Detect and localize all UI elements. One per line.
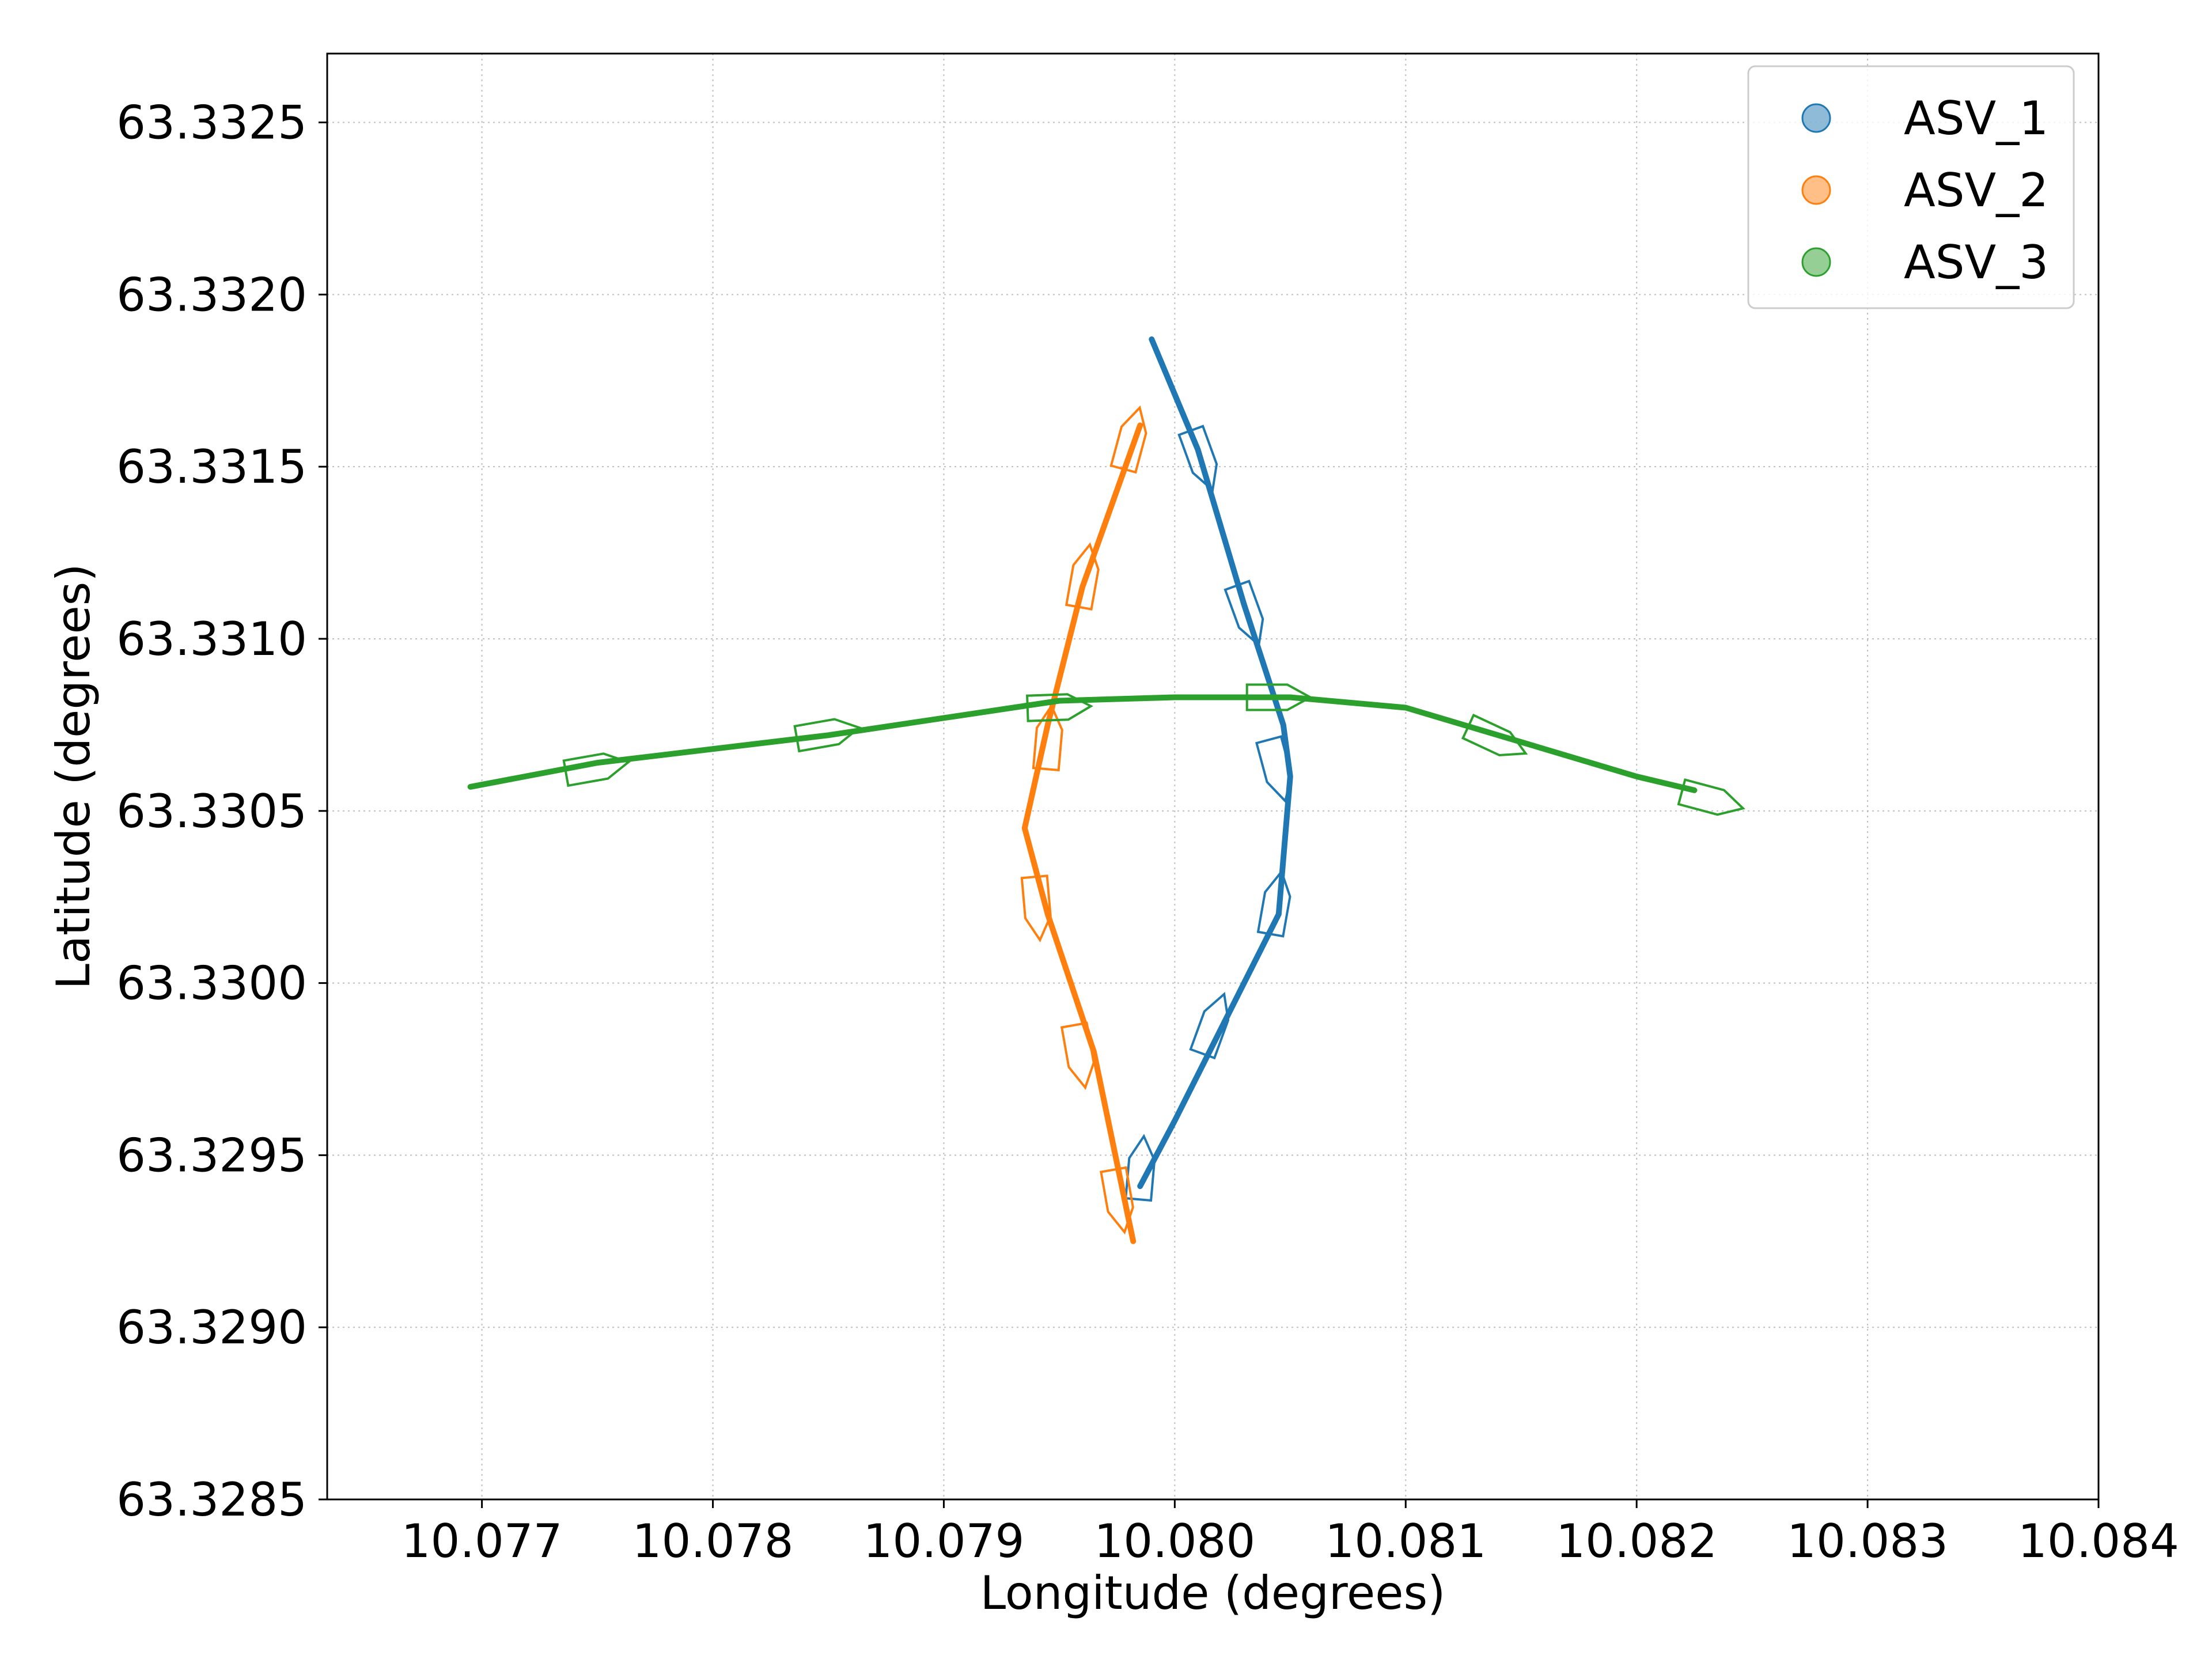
trajectory-line bbox=[467, 694, 1698, 793]
plot-frame bbox=[326, 52, 2100, 1501]
x-axis-label: Longitude (degrees) bbox=[980, 1566, 1446, 1620]
x-tick-label: 10.078 bbox=[632, 1514, 794, 1568]
vessel-hull-marker bbox=[1032, 703, 1063, 772]
legend-label: ASV_3 bbox=[1904, 236, 2048, 289]
series-ASV_2 bbox=[1020, 405, 1147, 1244]
legend: ASV_1 ASV_2 ASV_3 bbox=[1747, 65, 2075, 309]
legend-label: ASV_1 bbox=[1904, 92, 2048, 145]
series-ASV_3 bbox=[467, 683, 1745, 816]
y-tick-label: 63.3300 bbox=[116, 957, 307, 1010]
y-axis-label: Latitude (degrees) bbox=[47, 563, 100, 989]
legend-label: ASV_2 bbox=[1904, 164, 2048, 217]
legend-marker bbox=[1801, 175, 1831, 205]
x-tick-label: 10.077 bbox=[402, 1514, 563, 1568]
legend-marker bbox=[1801, 103, 1831, 133]
vessel-hull-marker bbox=[1060, 1021, 1095, 1090]
axis-ticks: 10.077 10.078 10.079 10.080 10.081 10.082 10.0… bbox=[116, 96, 2179, 1568]
legend-box bbox=[1747, 65, 2075, 309]
x-tick-label: 10.079 bbox=[863, 1514, 1024, 1568]
trajectory-line bbox=[1137, 336, 1293, 1190]
y-tick-label: 63.3305 bbox=[116, 785, 307, 838]
series-ASV_1 bbox=[1124, 336, 1293, 1202]
y-tick-label: 63.3325 bbox=[116, 96, 307, 150]
y-tick-label: 63.3320 bbox=[116, 268, 307, 321]
series-layer bbox=[467, 336, 1745, 1244]
x-tick-label: 10.080 bbox=[1094, 1514, 1255, 1568]
y-tick-label: 63.3310 bbox=[116, 612, 307, 666]
y-tick-label: 63.3295 bbox=[116, 1128, 307, 1182]
y-tick-label: 63.3315 bbox=[116, 440, 307, 494]
y-tick-label: 63.3290 bbox=[116, 1301, 307, 1354]
vessel-hull-marker bbox=[1100, 1166, 1134, 1235]
trajectory-line bbox=[1021, 422, 1143, 1244]
x-tick-label: 10.084 bbox=[2018, 1514, 2179, 1568]
legend-marker bbox=[1801, 247, 1831, 277]
y-tick-label: 63.3285 bbox=[116, 1473, 307, 1527]
x-tick-label: 10.083 bbox=[1787, 1514, 1948, 1568]
x-tick-label: 10.081 bbox=[1325, 1514, 1486, 1568]
vessel-hull-marker bbox=[1677, 778, 1745, 816]
vessel-hull-marker bbox=[562, 752, 631, 787]
x-tick-label: 10.082 bbox=[1556, 1514, 1717, 1568]
